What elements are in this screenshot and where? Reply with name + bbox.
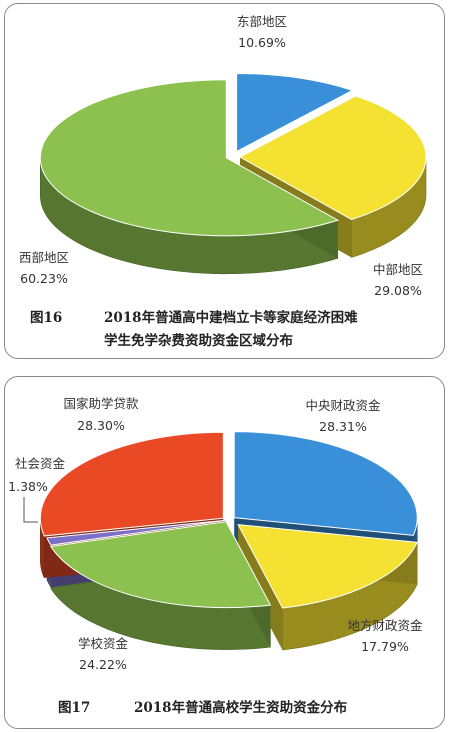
slice-value-loan: 28.30%	[77, 418, 125, 433]
slice-label-east: 东部地区	[237, 14, 287, 29]
slice-value-social: 1.38%	[8, 479, 48, 494]
slice-label-west: 西部地区	[19, 250, 69, 265]
slice-value-east: 10.69%	[238, 35, 286, 50]
leader-line-social	[23, 497, 38, 523]
slice-label-school: 学校资金	[78, 636, 129, 651]
pie-chart-fig16	[39, 72, 427, 275]
pie-chart-fig17	[39, 431, 418, 651]
pie-slice-1	[236, 72, 354, 153]
pie-slice-3	[50, 521, 272, 609]
slice-label-loan: 国家助学贷款	[63, 396, 139, 411]
slice-value-local-gov: 17.79%	[361, 639, 409, 654]
slice-value-central: 29.08%	[374, 283, 422, 298]
slice-value-central-gov: 28.31%	[319, 419, 367, 434]
slice-label-local-gov: 地方财政资金	[347, 618, 423, 633]
slice-label-central-gov: 中央财政资金	[305, 398, 381, 413]
pie-labels-fig17: 中央财政资金 28.31% 地方财政资金 17.79% 学校资金 24.22% …	[8, 396, 423, 672]
pie-slice-2	[237, 523, 418, 609]
pie-slice-3	[39, 79, 340, 237]
caption-fig16: 图16 2018年普通高中建档立卡等家庭经济困难 学生免学杂费资助资金区域分布	[30, 309, 358, 349]
slice-label-central: 中部地区	[373, 262, 423, 277]
caption-number: 图16	[30, 310, 62, 326]
slice-value-school: 24.22%	[79, 657, 127, 672]
caption-fig17: 图17 2018年普通高校学生资助资金分布	[58, 699, 347, 716]
caption-number: 图17	[58, 700, 90, 716]
caption-line: 2018年普通高中建档立卡等家庭经济困难	[104, 309, 358, 326]
pie-slice-5	[39, 431, 224, 537]
slice-value-west: 60.23%	[20, 271, 68, 286]
pie-slice-1	[233, 431, 418, 536]
pie-slice-2	[238, 95, 427, 221]
caption-line: 学生免学杂费资助资金区域分布	[104, 332, 293, 349]
caption-line: 2018年普通高校学生资助资金分布	[134, 699, 347, 716]
pie-labels-fig16: 东部地区 10.69% 中部地区 29.08% 西部地区 60.23%	[19, 14, 423, 298]
pie-slice-4	[46, 519, 227, 546]
slice-label-social: 社会资金	[15, 456, 66, 471]
